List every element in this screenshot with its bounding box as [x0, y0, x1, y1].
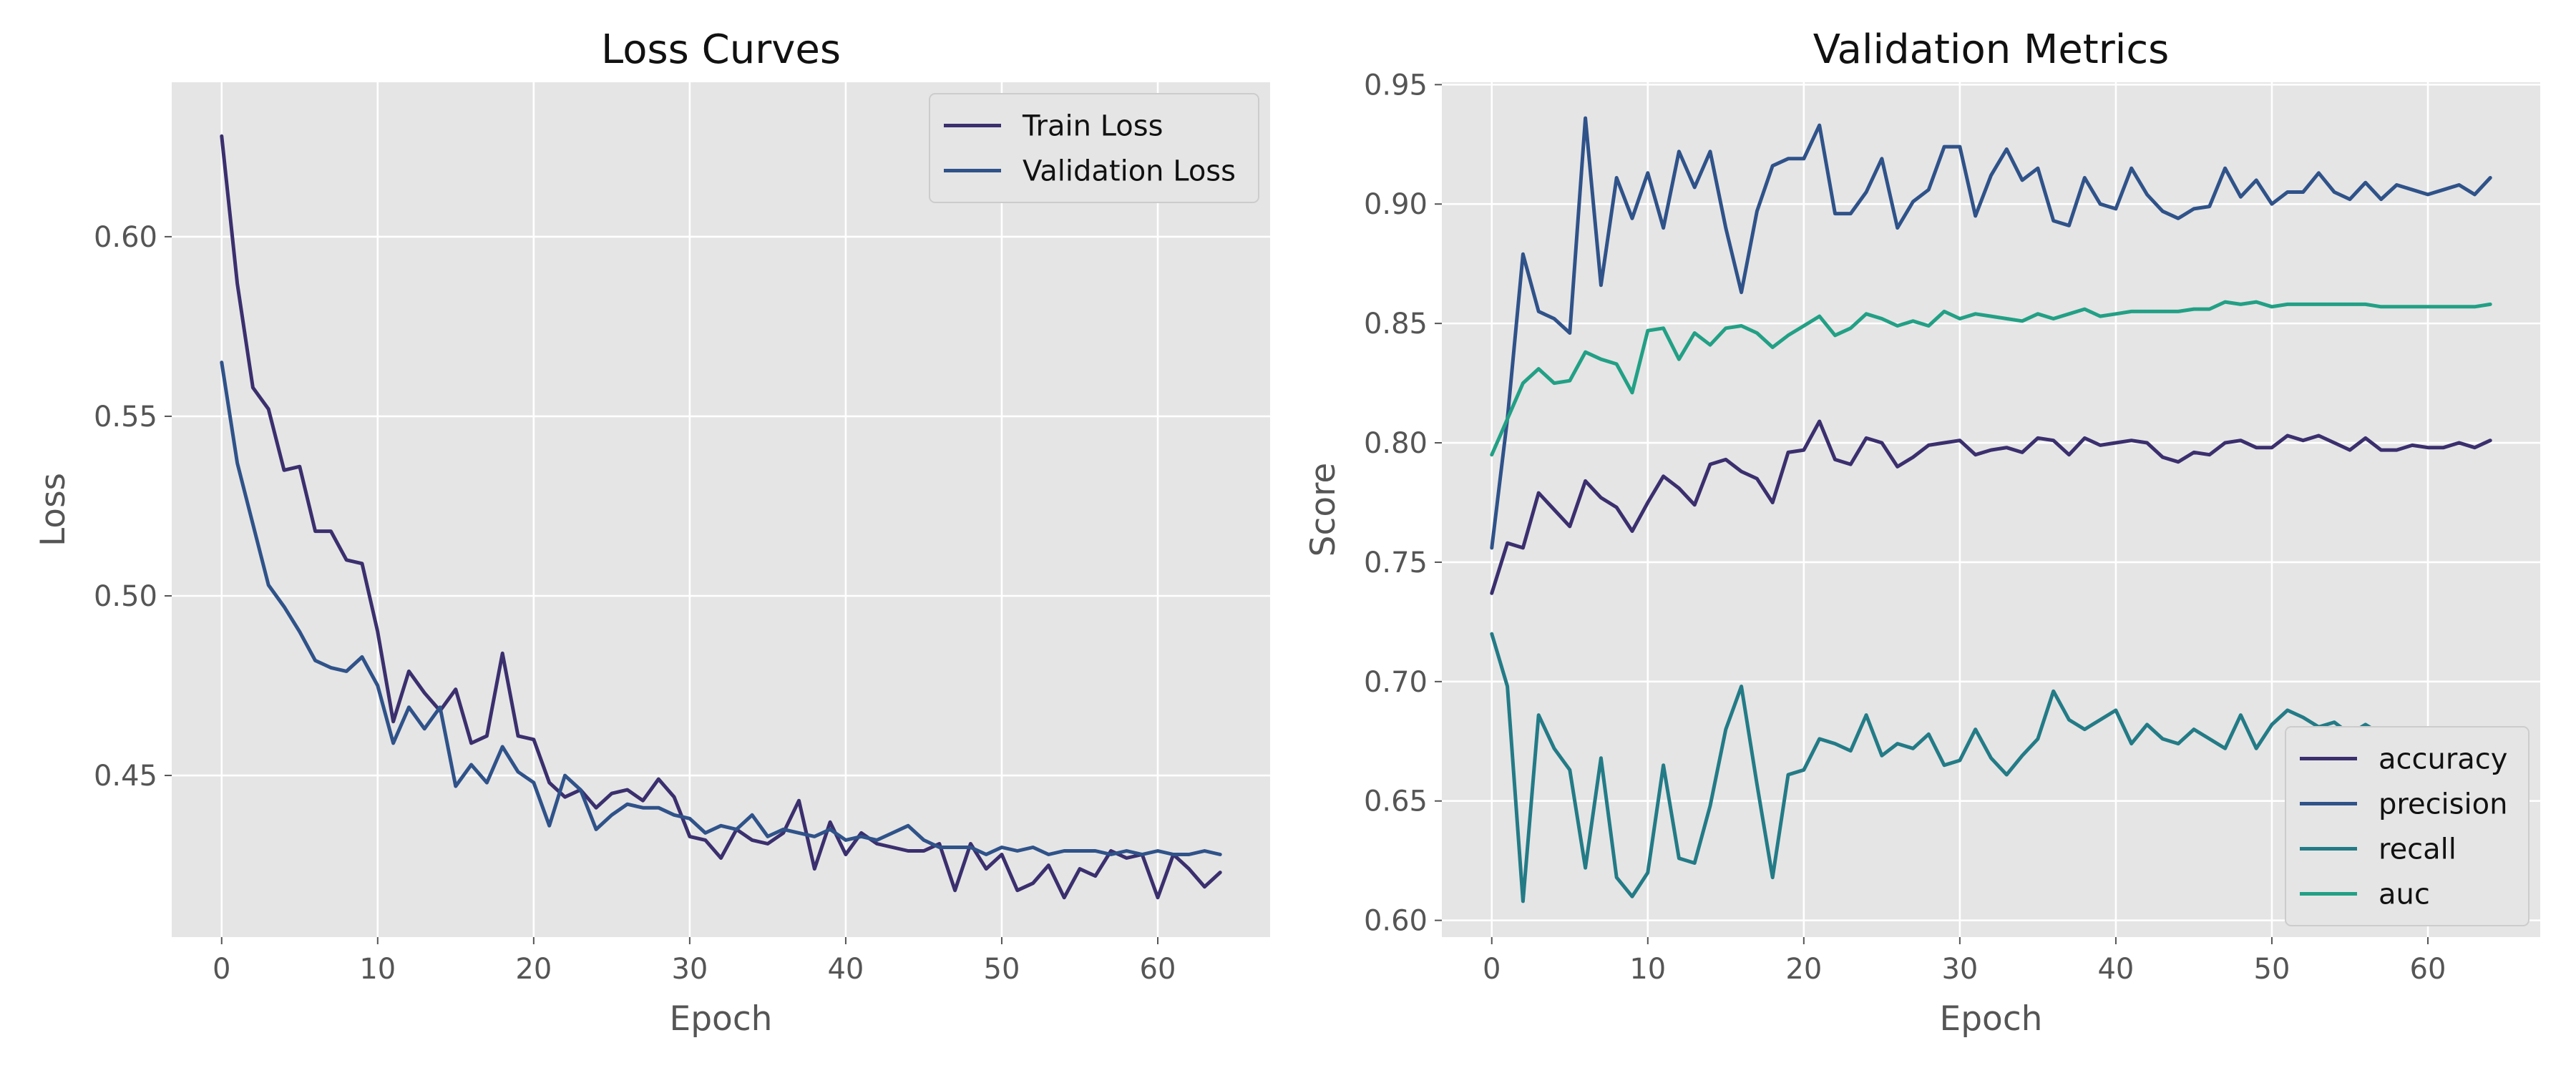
series-line-validation-loss	[220, 361, 1222, 856]
x-tick-label: 50	[984, 953, 1020, 986]
y-tick-label: 0.70	[1364, 666, 1428, 699]
series-line-precision	[1490, 116, 2492, 550]
y-tick-label: 0.45	[94, 760, 157, 793]
y-tick-label: 0.60	[94, 221, 157, 254]
legend: accuracy precision recall auc	[2285, 726, 2529, 926]
x-tick-label: 60	[1140, 953, 1176, 986]
x-tick-label: 30	[1941, 953, 1978, 986]
legend-label: precision	[2379, 788, 2507, 821]
x-tick-label: 40	[827, 953, 864, 986]
y-tick-label: 0.65	[1364, 785, 1428, 818]
legend-label: recall	[2379, 833, 2457, 866]
series-line-recall	[1490, 632, 2492, 903]
chart-title: Validation Metrics	[1813, 26, 2170, 73]
x-tick-label: 40	[2097, 953, 2134, 986]
y-axis-label: Score	[1304, 463, 1343, 557]
legend-box	[929, 93, 1259, 203]
legend: Train Loss Validation Loss	[929, 93, 1259, 203]
x-tick-label: 50	[2254, 953, 2290, 986]
y-tick-label: 0.95	[1364, 69, 1428, 102]
x-axis-label: Epoch	[1940, 999, 2043, 1039]
x-tick-label: 20	[1785, 953, 1822, 986]
x-tick-label: 10	[359, 953, 396, 986]
x-tick-label: 60	[2410, 953, 2446, 986]
y-tick-label: 0.75	[1364, 547, 1428, 579]
validation-metrics-panel: 0 10 20 30 40 50 60 0.60 0.65 0.70 0.75 0.80 0.85 0.9…	[1304, 26, 2540, 1039]
y-axis-label: Loss	[34, 473, 73, 547]
x-tick-label: 30	[671, 953, 708, 986]
legend-label: auc	[2379, 878, 2430, 911]
y-tick-label: 0.50	[94, 580, 157, 613]
y-tick-label: 0.90	[1364, 188, 1428, 221]
series-line-train-loss	[220, 134, 1222, 900]
y-tick-label: 0.80	[1364, 427, 1428, 460]
y-tick-label: 0.60	[1364, 905, 1428, 938]
plot-area	[172, 82, 1270, 937]
x-tick-label: 0	[213, 953, 230, 986]
series-line-auc	[1490, 300, 2492, 457]
x-tick-label: 20	[515, 953, 552, 986]
x-axis-label: Epoch	[670, 999, 773, 1039]
legend-label: Validation Loss	[1023, 155, 1236, 188]
x-tick-label: 0	[1483, 953, 1501, 986]
series-line-accuracy	[1490, 419, 2492, 595]
legend-label: accuracy	[2379, 743, 2507, 776]
legend-box	[2285, 726, 2529, 926]
chart-title: Loss Curves	[601, 26, 841, 73]
y-tick-label: 0.55	[94, 401, 157, 433]
loss-curves-panel: 0 10 20 30 40 50 60 0.45 0.50 0.55 0.60 Loss Curves…	[34, 26, 1270, 1039]
legend-label: Train Loss	[1022, 110, 1163, 143]
x-tick-label: 10	[1629, 953, 1666, 986]
y-tick-label: 0.85	[1364, 308, 1428, 340]
